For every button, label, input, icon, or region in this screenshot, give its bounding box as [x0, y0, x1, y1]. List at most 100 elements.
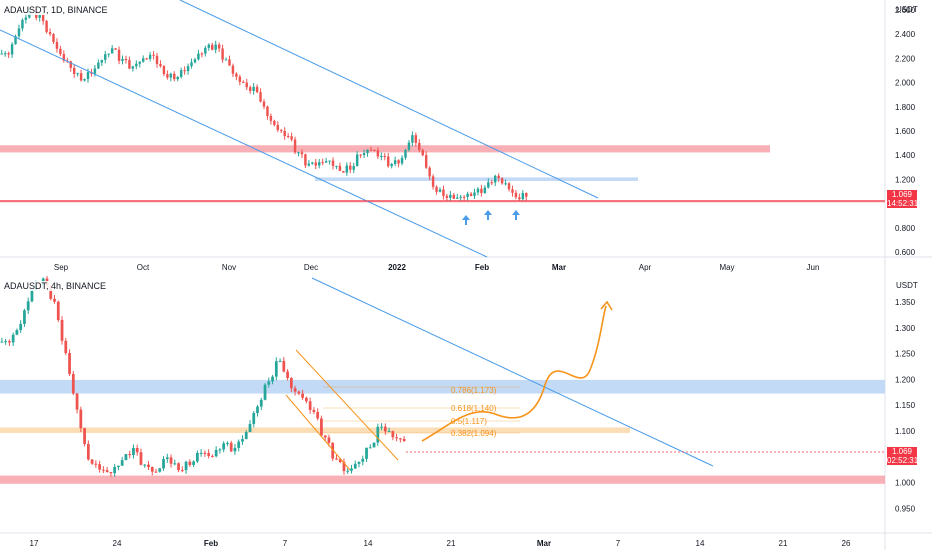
candle-body — [238, 76, 242, 82]
candle-body — [269, 115, 273, 121]
candle-body — [366, 149, 369, 154]
y-tick-0-4: 1.800 — [895, 103, 916, 112]
x-tick-0-5: Feb — [475, 263, 489, 272]
candle-body — [369, 149, 373, 151]
candle-body — [211, 455, 214, 457]
y-tick-1-7: 1.000 — [895, 479, 916, 488]
candle-body — [398, 438, 402, 440]
candle-body — [424, 155, 428, 168]
candle-body — [59, 48, 62, 55]
candle-body — [17, 28, 21, 37]
candle-body — [242, 81, 245, 83]
candle-body — [278, 360, 282, 362]
candle-body — [177, 463, 180, 471]
candle-body — [179, 70, 183, 77]
candle-body — [525, 192, 528, 197]
candle-body — [94, 463, 98, 465]
candle-body — [346, 470, 350, 472]
candle-body — [483, 187, 487, 193]
candle-body — [252, 413, 256, 424]
candle-body — [274, 361, 278, 377]
candle-body — [105, 470, 109, 473]
candle-body — [48, 32, 52, 35]
candle-body — [7, 53, 10, 55]
x-tick-1-7: 7 — [616, 539, 621, 548]
candle-body — [300, 152, 304, 155]
candle-body — [407, 142, 411, 150]
candle-body — [393, 160, 397, 164]
candle-body — [331, 442, 335, 459]
candle-body — [23, 310, 26, 324]
candle-body — [320, 418, 323, 436]
candle-body — [283, 130, 286, 136]
candle-body — [259, 92, 262, 102]
candle-body — [245, 82, 248, 88]
candle-body — [184, 461, 188, 471]
candle-body — [414, 135, 418, 143]
candle-body — [169, 73, 173, 78]
candle-body — [404, 149, 407, 158]
candle-body — [376, 426, 380, 443]
fib-label-05: 0.5(1.117) — [451, 417, 487, 426]
candle-body — [480, 188, 483, 193]
candle-body — [200, 53, 204, 55]
candle-body — [395, 437, 398, 439]
candle-body — [376, 150, 380, 157]
candle-body — [402, 438, 406, 442]
candle-body — [321, 162, 324, 164]
candle-body — [150, 467, 154, 472]
candle-body — [355, 154, 359, 167]
candle-body — [504, 183, 507, 185]
candle-body — [71, 373, 75, 394]
candle-body — [252, 86, 255, 91]
candle-body — [143, 464, 147, 466]
candle-body — [316, 412, 320, 419]
candle-body — [428, 167, 431, 177]
channel-upper-line — [179, 0, 599, 199]
candle-body — [507, 183, 511, 190]
candle-body — [293, 388, 297, 392]
candle-body — [15, 330, 19, 335]
candle-body — [45, 21, 48, 33]
x-tick-1-10: 26 — [842, 539, 851, 548]
candle-body — [155, 55, 159, 64]
candle-body — [241, 439, 244, 442]
candle-body — [466, 193, 469, 197]
candle-body — [124, 58, 128, 61]
candle-body — [165, 457, 169, 460]
candle-body — [286, 135, 290, 137]
candle-body — [280, 130, 283, 132]
candle-body — [56, 301, 60, 320]
candle-body — [72, 67, 76, 74]
candle-body — [75, 393, 79, 410]
candle-body — [30, 289, 34, 302]
candle-body — [421, 150, 424, 156]
candle-body — [86, 443, 90, 460]
candle-body — [188, 461, 192, 465]
candle-body — [259, 399, 263, 407]
x-tick-0-2: Nov — [222, 263, 236, 272]
candle-body — [490, 182, 493, 184]
x-tick-0-0: Sep — [54, 263, 69, 272]
candle-body — [166, 74, 169, 78]
y-tick-1-1: 1.300 — [895, 324, 916, 333]
candle-body — [276, 124, 280, 131]
candle-body — [145, 58, 148, 60]
candle-body — [197, 53, 200, 60]
candle-body — [338, 458, 342, 463]
candle-body — [353, 463, 357, 469]
candle-body — [462, 196, 466, 198]
candle-body — [349, 165, 352, 170]
candle-body — [60, 319, 64, 341]
bottom-countdown: 02:52:31 — [887, 456, 919, 465]
zone-support-1-2 — [0, 475, 885, 484]
wedge-lower-line — [285, 394, 351, 471]
y-tick-0-5: 1.600 — [895, 127, 916, 136]
candle-body — [514, 192, 518, 198]
top-last-price: 1.069 — [887, 190, 917, 199]
candle-body — [203, 452, 207, 454]
candle-body — [312, 409, 316, 413]
candle-body — [380, 156, 383, 158]
fib-label-0382: 0.382(1.094) — [451, 429, 497, 438]
